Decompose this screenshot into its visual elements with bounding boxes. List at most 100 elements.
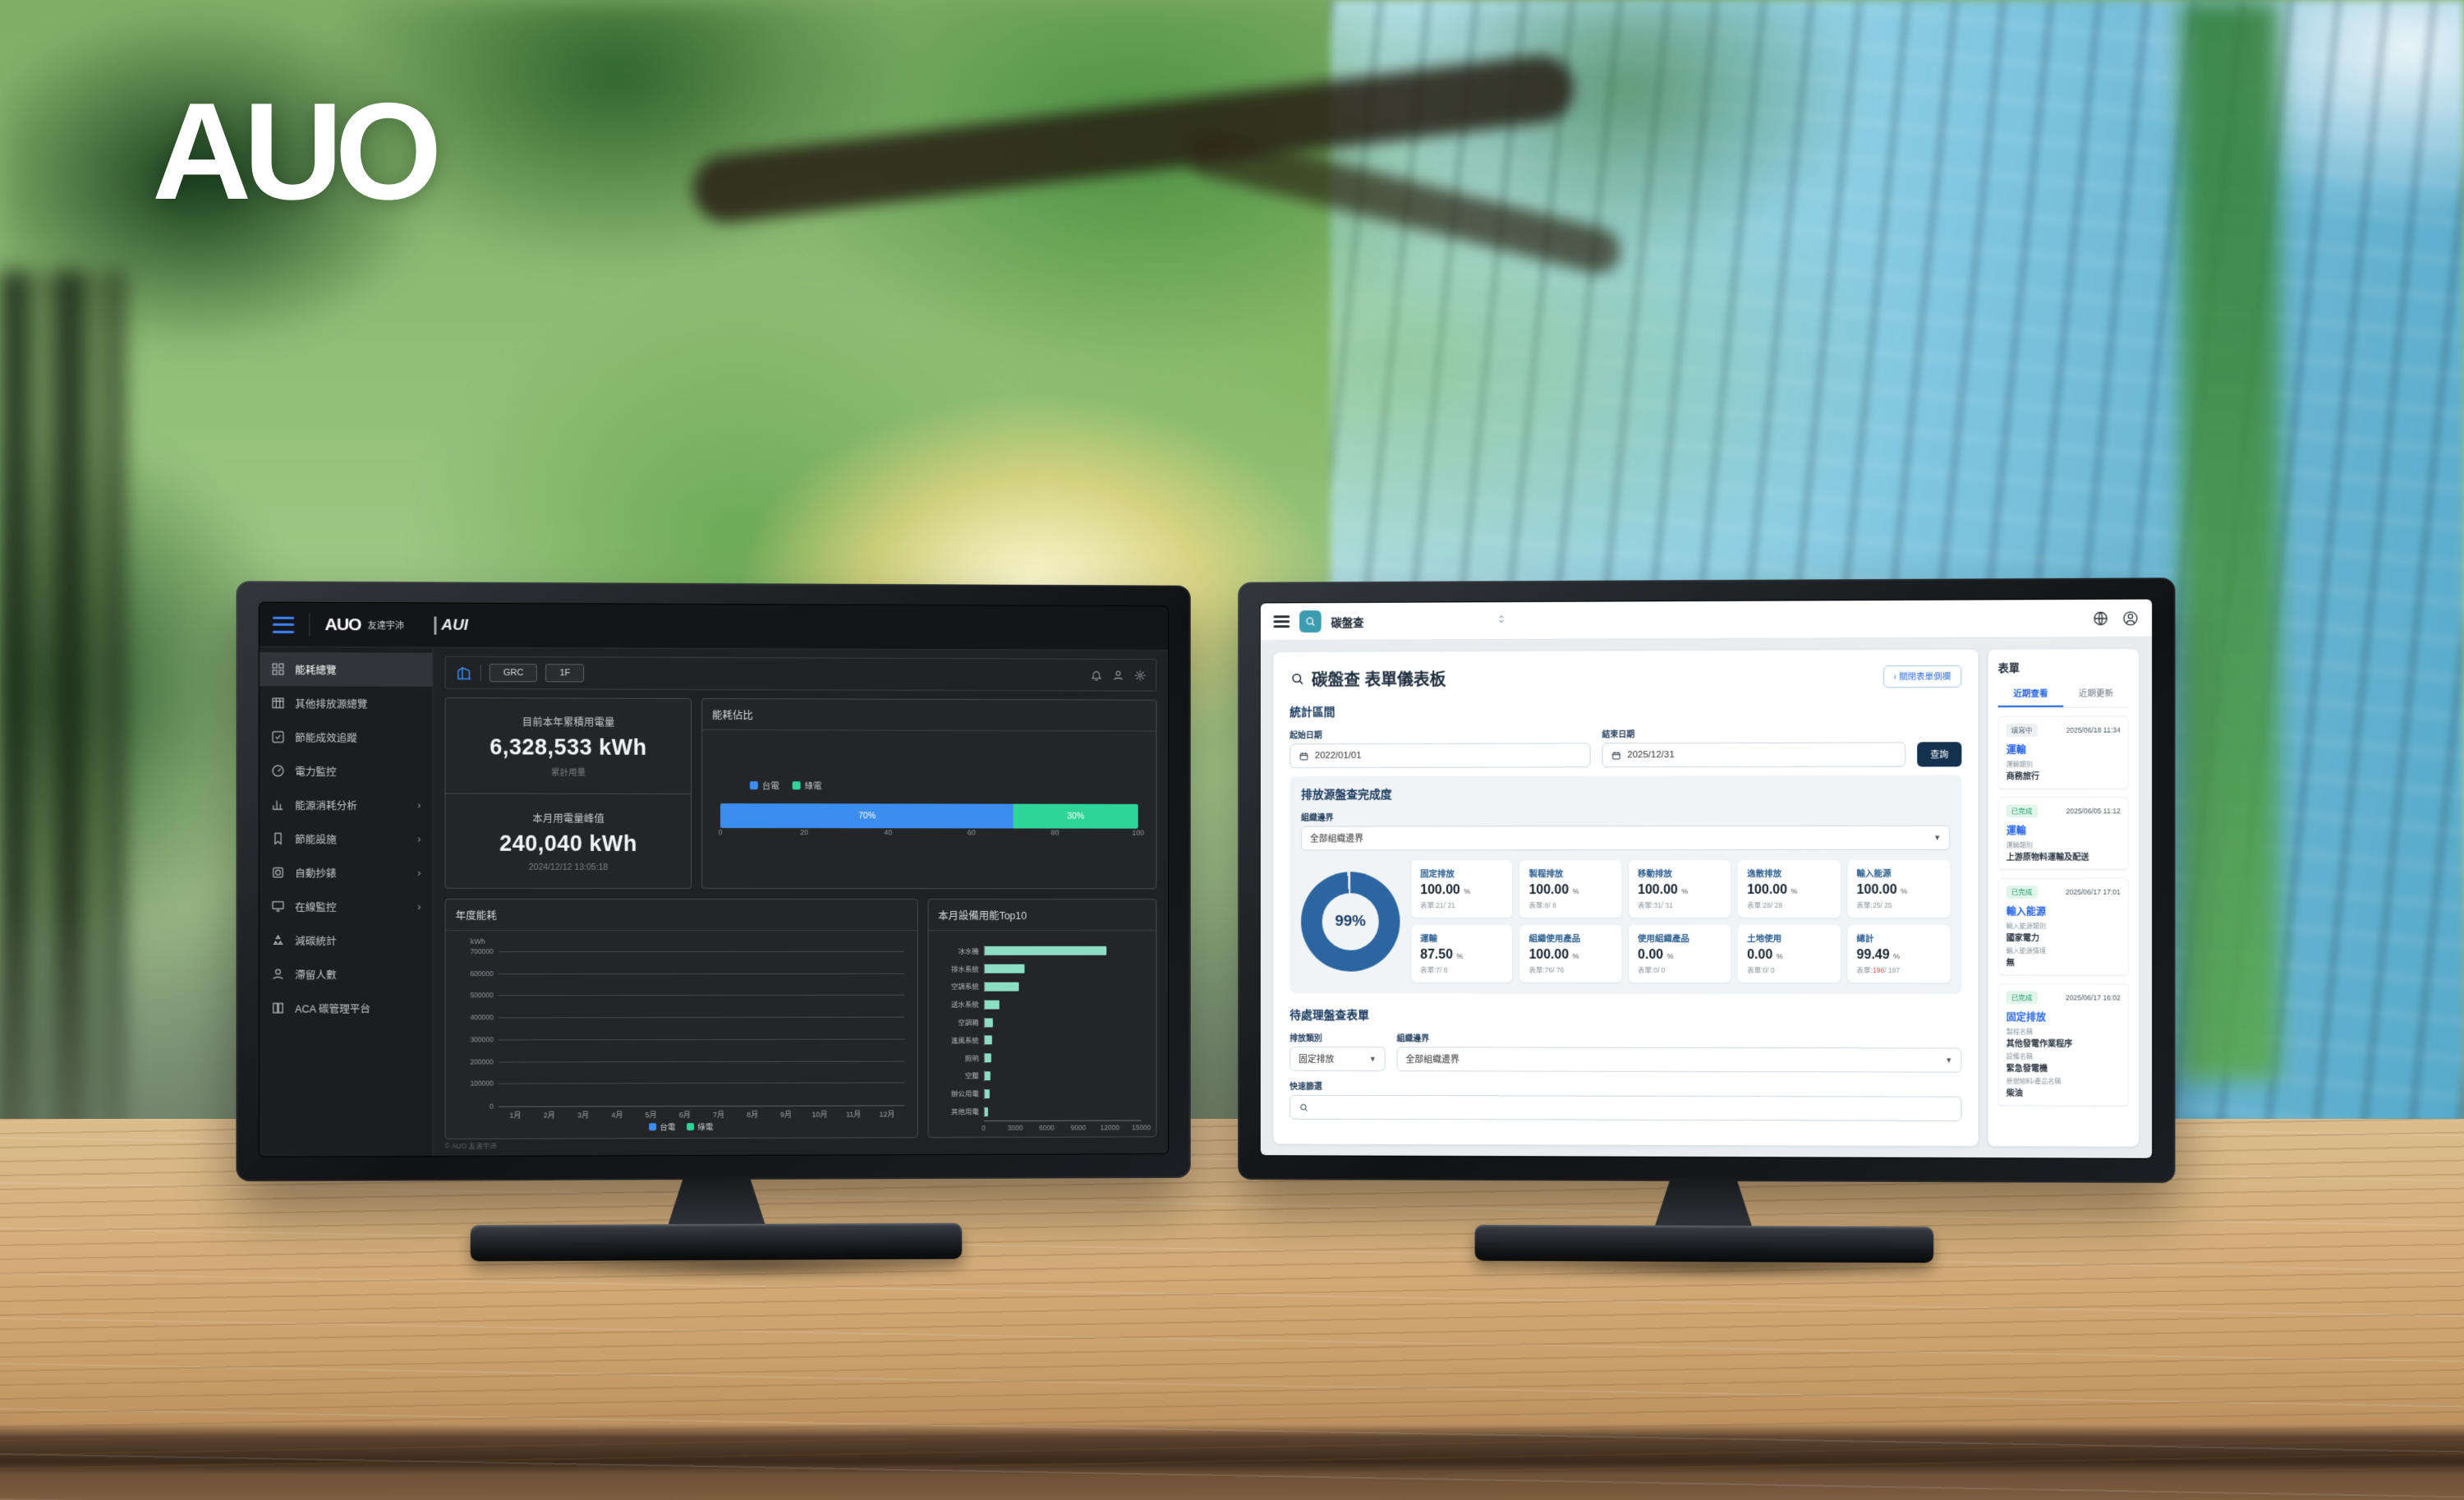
form-card[interactable]: 已完成 2025/06/05 11:12 運輸 運輸類別 上游原物料運輸及配送 — [1997, 797, 2129, 870]
bar — [984, 1053, 991, 1063]
form-card[interactable]: 填寫中 2025/06/18 11:34 運輸 運輸類別 商務旅行 — [1997, 715, 2129, 789]
form-field-label: 設備名稱 — [2006, 1052, 2033, 1061]
completion-title: 移動排放 — [1638, 869, 1672, 880]
gear-icon[interactable] — [1134, 669, 1147, 681]
account-icon[interactable] — [2122, 610, 2139, 626]
stat-cards: 目前本年累積用電量 6,328,533 kWh 累計用量 本月用電量峰值 240,… — [444, 697, 692, 889]
stat-value: 6,328,533 kWh — [490, 734, 647, 760]
form-card[interactable]: 已完成 2025/06/17 17:01 輸入能源 輸入能源類別 國家電力 輸入能源… — [1997, 877, 2129, 976]
monitor-stand-base — [1474, 1224, 1934, 1263]
donut-percentage: 99% — [1335, 912, 1367, 930]
x-tick-label: 9月 — [780, 1110, 793, 1119]
completion-title: 逸散排放 — [1747, 868, 1782, 879]
card-title: 年度能耗 — [445, 899, 917, 932]
top10-track — [983, 1016, 1142, 1028]
ratio-segment: 70% — [719, 803, 1014, 828]
toggle-sidebar-button[interactable]: ‹ 關閉表單側欄 — [1882, 665, 1962, 688]
monitor-stand-neck — [1655, 1178, 1752, 1226]
form-card[interactable]: 已完成 2025/06/17 16:02 固定排放 製程名稱 其他發電作業程序 設備… — [1997, 983, 2129, 1107]
axis-tick: 9000 — [1070, 1123, 1087, 1132]
bar-chart-icon — [271, 798, 285, 812]
completion-value: 100.00 % — [1420, 883, 1471, 898]
ratio-axis: 0 20 40 60 80 100 — [718, 828, 1144, 840]
completion-card: 組織使用產品 100.00 % 表單:76/ 76 — [1519, 924, 1622, 982]
sidebar-item[interactable]: 在線監控 › — [260, 890, 433, 923]
quick-filter-input[interactable] — [1289, 1094, 1962, 1121]
top10-row: 辦公用電 — [935, 1088, 1142, 1100]
completion-sub: 表單:0/ 0 — [1638, 965, 1666, 974]
completion-value: 87.50 % — [1420, 947, 1464, 962]
pending-boundary-select[interactable]: 全部組織邊界 ▼ — [1396, 1047, 1962, 1073]
sidebar-item[interactable]: 自動抄錶 › — [260, 855, 433, 889]
sidebar-item[interactable]: 減碳統計 — [260, 923, 433, 957]
form-field-value: 上游原物料運輸及配送 — [2006, 853, 2089, 863]
completion-panel: 排放源盤查完成度 組織邊界 全部組織邊界 ▼ 99% — [1289, 775, 1962, 995]
user-icon[interactable] — [1112, 669, 1124, 681]
auo-logo: AUO — [152, 74, 442, 228]
completion-title: 輸入能源 — [1856, 868, 1892, 879]
sidebar-item[interactable]: 電力監控 — [260, 754, 433, 789]
start-date-input[interactable]: 2022/01/01 — [1289, 743, 1591, 769]
right-monitor-bezel: 碳盤查 碳盤查 表單儀表板 — [1238, 577, 2176, 1184]
meter-icon — [271, 866, 285, 880]
query-button[interactable]: 查詢 — [1917, 742, 1962, 767]
top10-track — [983, 999, 1142, 1010]
form-field-label: 原燃物料/產品名稱 — [2006, 1077, 2062, 1086]
legend-item: 台電 — [749, 780, 779, 792]
top10-label: 排水系統 — [951, 964, 979, 973]
app-icon[interactable] — [1299, 610, 1322, 633]
menu-icon[interactable] — [1273, 615, 1290, 628]
bar — [984, 982, 1019, 992]
site-toolbar: GRC 1F — [444, 656, 1157, 692]
bell-icon[interactable] — [1090, 669, 1102, 681]
form-field-value: 國家電力 — [2006, 934, 2039, 944]
chevron-right-icon: › — [417, 798, 421, 812]
collapse-control[interactable] — [1373, 614, 1506, 629]
chevron-down-icon: ▼ — [1369, 1055, 1377, 1064]
sidebar-item[interactable]: 能耗總覽 — [259, 651, 433, 687]
x-tick-label: 8月 — [747, 1110, 758, 1119]
card-title: 能耗佔比 — [702, 698, 1156, 732]
stat-title: 本月用電量峰值 — [532, 812, 605, 825]
ratio-stacked-bar: 70% 30% — [719, 803, 1138, 829]
search-leaf-icon — [1304, 615, 1317, 628]
ratio-legend: 台電 綠電 — [720, 780, 1138, 793]
sidebar-item[interactable]: 滯留人數 — [260, 957, 433, 991]
check-icon — [271, 730, 285, 744]
top10-row: 照明 — [935, 1052, 1142, 1064]
forms-tabs: 近期查看 近期更新 — [1997, 681, 2129, 708]
completion-sub: 表單:31/ 31 — [1638, 901, 1673, 910]
form-date: 2025/06/18 11:34 — [2066, 725, 2121, 734]
form-date: 2025/06/05 11:12 — [2066, 807, 2121, 816]
end-date-input[interactable]: 2025/12/31 — [1602, 742, 1906, 768]
axis-tick: 0 — [981, 1124, 986, 1133]
sidebar-item[interactable]: ACA 碳管理平台 — [260, 991, 433, 1024]
sidebar-item[interactable]: 節能成效追蹤 — [260, 720, 433, 754]
form-title: 運輸 — [2006, 744, 2026, 757]
legend-item: 綠電 — [687, 1120, 713, 1132]
completion-card: 移動排放 100.00 % 表單:31/ 31 — [1629, 859, 1731, 918]
category-select[interactable]: 固定排放 ▼ — [1289, 1047, 1386, 1072]
form-field-label: 輸入能源情境 — [2006, 947, 2047, 955]
menu-icon[interactable] — [272, 616, 295, 633]
boundary-select[interactable]: 全部組織邊界 ▼ — [1301, 825, 1951, 851]
site-button[interactable]: GRC — [489, 663, 538, 683]
site-button[interactable]: 1F — [545, 664, 585, 683]
form-field-value: 商務旅行 — [2006, 772, 2039, 782]
right-monitor-screen: 碳盤查 碳盤查 表單儀表板 — [1259, 598, 2154, 1159]
sidebar-item-label: 節能成效追蹤 — [295, 732, 357, 744]
sidebar-item[interactable]: 節能設施 › — [260, 821, 433, 855]
top10-track — [983, 1070, 1142, 1082]
sidebar-item[interactable]: 其他排放源總覽 — [260, 686, 433, 720]
sidebar-item[interactable]: 能源消耗分析 › — [260, 788, 433, 822]
x-tick-label: 12月 — [879, 1110, 895, 1119]
forms-tab[interactable]: 近期查看 — [1997, 681, 2064, 707]
globe-icon[interactable] — [2092, 610, 2108, 626]
form-title: 輸入能源 — [2006, 905, 2047, 918]
completion-sub: 表單:21/ 21 — [1420, 901, 1455, 910]
x-tick-label: 4月 — [611, 1111, 623, 1120]
start-date-label: 起始日期 — [1289, 731, 1322, 741]
forms-tab[interactable]: 近期更新 — [2078, 688, 2114, 699]
sidebar-item-label: 自動抄錶 — [295, 867, 337, 880]
bar — [984, 1107, 988, 1116]
